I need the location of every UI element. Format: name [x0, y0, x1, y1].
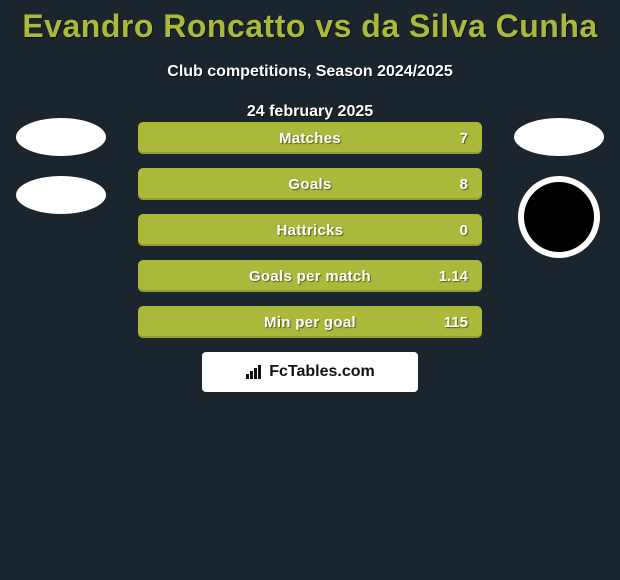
stat-value: 1.14: [439, 260, 468, 292]
stat-label: Goals: [138, 168, 482, 200]
stat-label: Min per goal: [138, 306, 482, 338]
club-logo-guimaraes: [518, 176, 600, 258]
stat-label: Matches: [138, 122, 482, 154]
player-right-logos: [514, 118, 604, 258]
stat-label: Hattricks: [138, 214, 482, 246]
stat-value: 7: [460, 122, 468, 154]
branding-label: FcTables.com: [245, 363, 375, 381]
stat-row: Hattricks 0: [138, 214, 482, 246]
stat-value: 8: [460, 168, 468, 200]
stat-value: 115: [444, 306, 468, 338]
player-left-logos: [16, 118, 106, 234]
stat-row: Matches 7: [138, 122, 482, 154]
comparison-card: Evandro Roncatto vs da Silva Cunha Club …: [0, 0, 620, 580]
club-logo-placeholder: [16, 118, 106, 156]
stats-panel: Matches 7 Goals 8 Hattricks 0 Goals per …: [138, 122, 482, 392]
branding-box: FcTables.com: [202, 352, 418, 392]
stat-label: Goals per match: [138, 260, 482, 292]
club-logo-placeholder: [16, 176, 106, 214]
club-logo-inner: [524, 182, 594, 252]
stat-row: Min per goal 115: [138, 306, 482, 338]
stat-row: Goals 8: [138, 168, 482, 200]
page-title: Evandro Roncatto vs da Silva Cunha: [0, 0, 620, 45]
branding-text: FcTables.com: [269, 363, 375, 381]
chart-bars-icon: [245, 364, 265, 380]
page-subtitle: Club competitions, Season 2024/2025: [0, 63, 620, 81]
club-logo-placeholder: [514, 118, 604, 156]
stat-value: 0: [460, 214, 468, 246]
stat-row: Goals per match 1.14: [138, 260, 482, 292]
